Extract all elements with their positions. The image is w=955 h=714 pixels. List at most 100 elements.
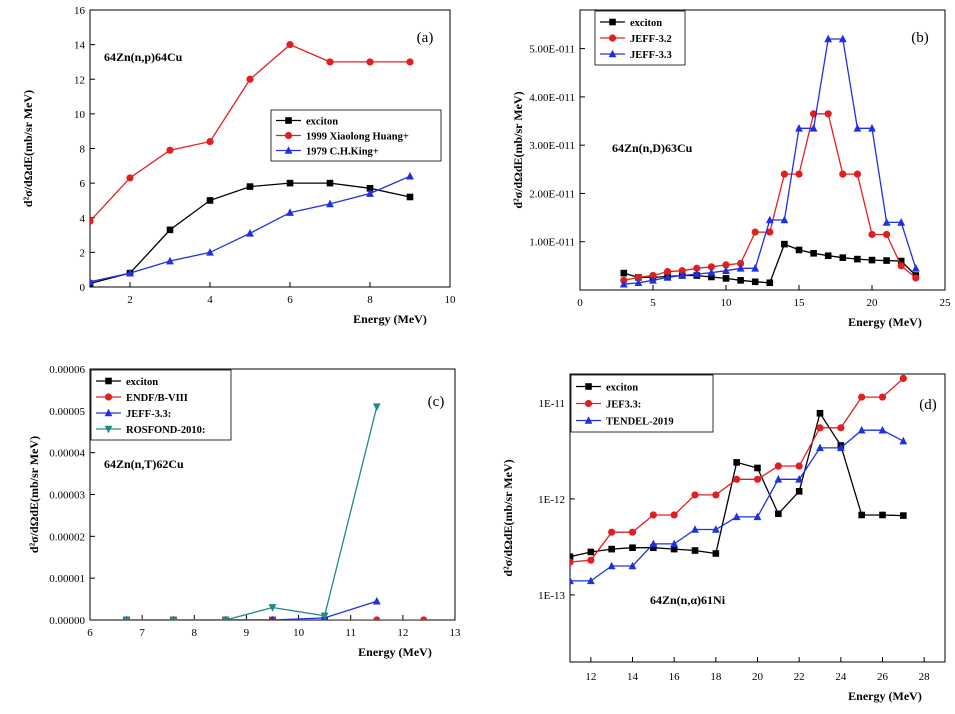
data-point — [838, 34, 847, 43]
data-point — [320, 612, 329, 620]
legend-swatch-marker — [285, 117, 292, 124]
data-point — [837, 424, 845, 432]
data-point — [883, 257, 890, 264]
data-point — [857, 425, 866, 434]
series-2 — [124, 596, 381, 620]
data-point — [816, 409, 824, 417]
series-line — [570, 411, 904, 558]
legend-entry: JEF3.3: — [606, 400, 641, 411]
series-line — [126, 600, 377, 620]
data-point — [795, 487, 803, 495]
series-line — [570, 429, 904, 582]
x-tick-label: 4 — [207, 294, 213, 306]
data-point — [670, 511, 678, 519]
legend-swatch-marker — [585, 383, 592, 390]
data-point — [664, 268, 672, 276]
legend: exciton JEFF-3.2 JEFF-3.3 — [594, 10, 686, 66]
data-point — [737, 277, 744, 284]
data-point — [795, 246, 803, 254]
data-point — [570, 576, 574, 585]
panel-a: 2 4 6 8 10 0 2 4 6 8 10 12 14 16 Energy (MeV) d²σ/dΩdE(… — [21, 5, 456, 326]
y-tick-label: 6 — [80, 178, 86, 190]
legend-swatch-marker — [105, 377, 112, 385]
data-point — [911, 263, 920, 272]
data-point — [206, 137, 214, 146]
series-line — [90, 175, 411, 283]
data-point — [839, 254, 847, 261]
data-point — [366, 58, 374, 66]
data-point — [286, 179, 294, 187]
y-tick-label: 2 — [80, 247, 86, 259]
data-point — [620, 269, 628, 277]
data-point — [824, 110, 832, 118]
data-point — [795, 170, 803, 178]
x-tick-label: 13 — [450, 627, 462, 639]
data-point — [90, 277, 94, 286]
series-line — [623, 113, 917, 281]
series-2 — [570, 425, 908, 585]
data-point — [650, 544, 657, 552]
data-point — [166, 226, 174, 234]
data-point — [670, 539, 679, 548]
plot-frame — [579, 9, 946, 291]
legend-swatch-marker — [608, 49, 617, 58]
panel-label: (a) — [417, 30, 434, 46]
data-point — [854, 255, 861, 263]
data-point — [326, 58, 334, 66]
x-tick-label: 11 — [345, 627, 356, 639]
data-point — [406, 58, 414, 66]
data-point — [780, 170, 789, 178]
data-point — [753, 512, 762, 521]
data-point — [649, 539, 658, 548]
series-2 — [90, 171, 414, 286]
data-point — [868, 123, 876, 132]
data-point — [712, 491, 720, 499]
data-point — [816, 443, 824, 452]
legend: exciton ENDF/B-VIII JEFF-3.3: ROSFOND-2010: — [90, 369, 232, 441]
x-tick-label: 22 — [794, 671, 805, 683]
data-point — [707, 268, 716, 276]
y-tick-label: 12 — [74, 74, 85, 86]
data-point — [326, 179, 334, 187]
data-point — [634, 273, 643, 282]
data-point — [629, 544, 636, 552]
data-point — [206, 248, 214, 256]
data-point — [586, 576, 595, 585]
legend-entry: 1999 Xiaolong Huang+ — [306, 132, 409, 143]
x-tick-label: 10 — [293, 627, 305, 639]
data-point — [736, 263, 745, 272]
y-tick-label: 8 — [80, 144, 86, 156]
y-axis-title: d²σ/dΩdE(mb/sr MeV) — [21, 90, 35, 207]
legend-entry: ROSFOND-2010: — [126, 425, 205, 436]
data-point — [678, 267, 686, 275]
legend-entry: TENDEL-2019 — [606, 417, 674, 428]
y-tick-label: 0.00000 — [49, 615, 85, 627]
data-point — [246, 229, 254, 237]
series-line — [623, 38, 917, 285]
data-point — [853, 170, 862, 178]
legend-entry: exciton — [126, 377, 158, 388]
data-point — [897, 257, 905, 265]
data-point — [366, 189, 374, 197]
legend-swatch-marker — [284, 131, 293, 140]
x-tick-label: 12 — [585, 671, 596, 683]
y-tick-label: 14 — [74, 40, 86, 52]
data-point — [897, 262, 905, 270]
data-point — [780, 215, 789, 224]
panel-label: (c) — [428, 394, 445, 410]
data-point — [206, 197, 214, 204]
x-tick-label: 16 — [669, 671, 681, 683]
data-point — [90, 217, 94, 225]
legend-entry: JEFF-3.3 — [630, 50, 672, 61]
data-point — [899, 436, 908, 445]
legend-entry: ENDF/B-VIII — [126, 393, 188, 404]
data-point — [691, 547, 699, 554]
legend-entry: JEFF-3.2 — [630, 34, 672, 45]
y-tick-label: 16 — [74, 5, 86, 17]
panel-d: 12 14 16 18 20 22 24 26 28 1E-13 1E-12 1E-11 Energy … — [501, 373, 946, 703]
data-point — [781, 240, 788, 248]
data-point — [634, 278, 643, 287]
x-tick-label: 2 — [127, 294, 133, 306]
data-point — [608, 528, 616, 536]
reaction-annotation: 64Zn(n,T)62Cu — [104, 457, 184, 471]
